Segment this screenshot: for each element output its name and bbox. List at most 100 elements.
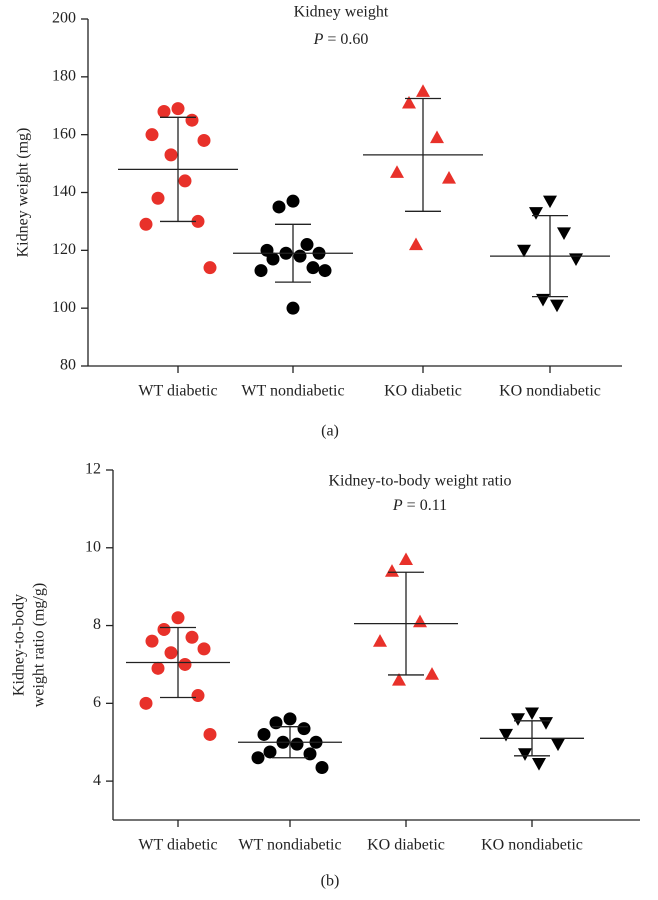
data-point (518, 748, 532, 761)
data-point (139, 696, 153, 710)
data-point (373, 634, 387, 647)
annotation-part: P (392, 497, 403, 514)
data-point (409, 237, 423, 251)
chart-title: Kidney-to-body weight ratio (328, 473, 511, 490)
y-tick-label: 200 (52, 10, 76, 27)
data-point (251, 751, 265, 765)
data-point (157, 105, 171, 119)
y-tick-label: 10 (85, 538, 101, 555)
data-point (139, 217, 153, 231)
y-tick-label: 8 (93, 616, 101, 633)
data-point (511, 713, 525, 726)
data-point (286, 301, 300, 315)
data-point (191, 689, 205, 703)
x-tick-label: KO diabetic (367, 837, 445, 854)
data-point (399, 552, 413, 566)
y-tick-label: 160 (52, 125, 76, 142)
y-tick-label: 4 (93, 772, 101, 789)
data-point (145, 634, 159, 648)
chart-title: Kidney weight (294, 4, 389, 21)
x-tick-label: WT diabetic (138, 383, 217, 400)
data-point (203, 261, 217, 275)
panel-label: (a) (321, 423, 339, 440)
data-point (442, 171, 456, 184)
data-point (318, 264, 332, 278)
data-point (266, 252, 280, 266)
data-point (416, 84, 430, 97)
data-point (185, 113, 199, 127)
data-point (203, 727, 217, 741)
y-tick-label: 12 (85, 461, 101, 478)
data-point (164, 646, 178, 660)
annotation-part: = 0.11 (403, 497, 447, 514)
y-tick-label: 120 (52, 241, 76, 258)
data-point (257, 727, 271, 741)
data-point (185, 630, 199, 644)
data-point (430, 130, 444, 144)
data-point (303, 747, 317, 761)
x-tick-label: KO nondiabetic (499, 383, 601, 400)
x-tick-label: WT diabetic (138, 837, 217, 854)
data-point (300, 238, 314, 252)
x-tick-label: WT nondiabetic (241, 383, 344, 400)
data-point (536, 293, 550, 307)
data-point (286, 194, 300, 208)
data-point (157, 622, 171, 636)
data-point (499, 728, 513, 742)
x-tick-label: KO diabetic (384, 383, 462, 400)
y-tick-label: 100 (52, 299, 76, 316)
data-point (178, 174, 192, 188)
y-tick-label: 180 (52, 68, 76, 85)
y-tick-label: 140 (52, 183, 76, 200)
data-point (525, 707, 539, 721)
data-point (151, 191, 165, 205)
data-point (390, 165, 404, 178)
annotation-part: P (313, 31, 324, 48)
data-point (297, 722, 311, 736)
data-point (293, 249, 307, 263)
y-axis-label: Kidney-to-body (11, 594, 28, 696)
data-point (263, 745, 277, 759)
panel-label: (b) (321, 873, 340, 890)
data-point (254, 264, 268, 278)
data-point (543, 195, 557, 209)
data-point (557, 227, 571, 240)
annotation: P = 0.60 (313, 31, 369, 48)
data-point (290, 737, 304, 751)
data-point (272, 200, 286, 214)
data-point (191, 214, 205, 228)
data-point (151, 661, 165, 675)
data-point (517, 244, 531, 258)
annotation-part: = 0.60 (323, 31, 368, 48)
y-tick-label: 6 (93, 694, 101, 711)
data-point (197, 642, 211, 656)
y-axis-label: weight ratio (mg/g) (31, 583, 48, 707)
data-point (402, 95, 416, 109)
data-point (425, 667, 439, 680)
data-point (413, 614, 427, 628)
data-point (306, 261, 320, 275)
data-point (269, 716, 283, 730)
y-axis-label: Kidney weight (mg) (15, 128, 32, 258)
data-point (283, 712, 297, 726)
y-tick-label: 80 (60, 357, 76, 374)
data-point (145, 128, 159, 142)
data-point (550, 299, 564, 313)
x-tick-label: WT nondiabetic (238, 837, 341, 854)
data-point (171, 102, 185, 116)
data-point (532, 758, 546, 771)
annotation: P = 0.11 (392, 497, 447, 514)
data-point (392, 673, 406, 686)
data-point (551, 738, 565, 752)
data-point (315, 761, 329, 774)
data-point (164, 148, 178, 162)
data-point (171, 611, 185, 625)
data-point (385, 564, 399, 577)
data-point (197, 133, 211, 147)
data-point (569, 253, 583, 267)
data-point (178, 657, 192, 671)
x-tick-label: KO nondiabetic (481, 837, 583, 854)
data-point (539, 717, 553, 730)
data-point (529, 207, 543, 220)
